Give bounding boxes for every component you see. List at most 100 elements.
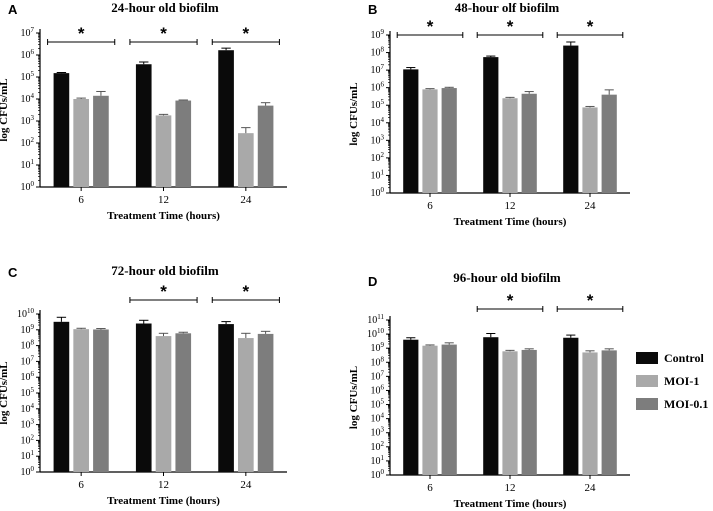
bar-moi-1 xyxy=(155,115,172,187)
y-tick-label: 109 xyxy=(371,28,385,41)
bar-control xyxy=(403,69,419,193)
significance-star: * xyxy=(243,282,250,301)
x-tick-label: 12 xyxy=(158,479,169,491)
chart-title: 48-hour olf biofilm xyxy=(455,0,560,15)
y-tick-label: 104 xyxy=(21,402,35,415)
legend-swatch xyxy=(636,352,658,364)
bar-moi-1 xyxy=(502,98,518,193)
bar-control xyxy=(218,50,234,187)
bar-moi-0-1 xyxy=(521,93,537,193)
y-tick-label: 103 xyxy=(21,114,35,127)
bar-control xyxy=(403,339,419,475)
x-tick-label: 12 xyxy=(505,482,516,494)
bar-moi-1 xyxy=(73,99,89,187)
y-tick-label: 101 xyxy=(371,168,385,181)
y-tick-label: 1010 xyxy=(367,327,385,340)
y-tick-label: 104 xyxy=(21,92,35,105)
y-tick-label: 102 xyxy=(371,151,385,164)
bar-moi-0-1 xyxy=(257,105,274,187)
bar-moi-0-1 xyxy=(175,333,192,472)
legend-label: Control xyxy=(664,351,704,365)
y-tick-label: 107 xyxy=(21,26,35,39)
y-tick-label: 106 xyxy=(371,81,385,94)
x-axis-label: Treatment Time (hours) xyxy=(454,498,567,510)
significance-star: * xyxy=(160,282,167,301)
significance-star: * xyxy=(587,291,594,310)
x-tick-label: 12 xyxy=(158,194,169,206)
bar-control xyxy=(563,45,579,194)
y-tick-label: 101 xyxy=(21,158,35,171)
y-tick-label: 105 xyxy=(21,386,35,399)
y-tick-label: 106 xyxy=(371,383,385,396)
x-tick-label: 6 xyxy=(427,482,433,494)
y-axis-label: log CFUs/mL xyxy=(348,82,360,145)
y-tick-label: 109 xyxy=(371,341,385,354)
legend-label: MOI-0.1 xyxy=(664,397,708,411)
x-tick-label: 6 xyxy=(427,200,433,212)
chart-panel-c: C 72-hour old biofilm 100 101 102 103 104 105 10… xyxy=(0,263,287,507)
bar-moi-1 xyxy=(73,329,89,472)
legend: Control MOI-1 MOI-0.1 xyxy=(636,351,708,411)
chart-title: 72-hour old biofilm xyxy=(111,263,219,278)
bar-moi-0-1 xyxy=(601,350,617,475)
y-tick-label: 108 xyxy=(371,46,385,59)
x-axis-label: Treatment Time (hours) xyxy=(454,216,567,228)
y-tick-label: 100 xyxy=(21,465,35,478)
y-tick-label: 1010 xyxy=(17,307,35,320)
panel-label: A xyxy=(8,2,18,17)
bar-moi-0-1 xyxy=(93,95,109,187)
y-tick-label: 109 xyxy=(21,323,35,336)
chart-title: 96-hour old biofilm xyxy=(453,270,561,285)
bar-control xyxy=(563,337,579,475)
bar-moi-1 xyxy=(582,352,598,475)
panel-label: C xyxy=(8,265,18,280)
panel-label: B xyxy=(368,2,377,17)
bar-control xyxy=(53,321,70,472)
y-tick-label: 106 xyxy=(21,48,35,61)
y-tick-label: 101 xyxy=(371,454,385,467)
y-tick-label: 105 xyxy=(371,98,385,111)
chart-title: 24-hour old biofilm xyxy=(111,0,219,15)
y-tick-label: 108 xyxy=(21,339,35,352)
bar-control xyxy=(53,73,70,187)
significance-star: * xyxy=(243,24,250,43)
x-axis-label: Treatment Time (hours) xyxy=(107,210,220,222)
bar-moi-1 xyxy=(155,336,172,472)
y-axis-label: log CFUs/mL xyxy=(0,78,10,141)
y-tick-label: 103 xyxy=(371,426,385,439)
y-tick-label: 104 xyxy=(371,116,385,129)
x-tick-label: 6 xyxy=(78,194,84,206)
chart-panel-a: A 24-hour old biofilm 100 101 102 103 104 105 10… xyxy=(0,0,287,222)
y-tick-label: 107 xyxy=(21,354,35,367)
y-tick-label: 106 xyxy=(21,370,35,383)
y-tick-label: 100 xyxy=(371,186,385,199)
x-axis-label: Treatment Time (hours) xyxy=(107,495,220,507)
bar-control xyxy=(483,337,499,475)
x-tick-label: 24 xyxy=(240,479,252,491)
y-tick-label: 1011 xyxy=(367,313,384,326)
y-tick-label: 107 xyxy=(371,369,385,382)
bar-moi-0-1 xyxy=(601,94,617,193)
bar-moi-1 xyxy=(238,338,254,472)
y-axis-label: log CFUs/mL xyxy=(348,366,360,429)
legend-swatch xyxy=(636,398,658,410)
significance-star: * xyxy=(427,17,434,36)
bar-moi-0-1 xyxy=(175,100,192,187)
y-tick-label: 100 xyxy=(371,468,385,481)
y-tick-label: 103 xyxy=(21,418,35,431)
x-tick-label: 24 xyxy=(585,200,597,212)
x-tick-label: 12 xyxy=(505,200,516,212)
significance-star: * xyxy=(507,291,514,310)
x-tick-label: 6 xyxy=(78,479,84,491)
y-tick-label: 105 xyxy=(21,70,35,83)
bar-control xyxy=(135,64,152,187)
chart-panel-b: B 48-hour olf biofilm 100 101 102 103 104 105 10… xyxy=(348,0,630,228)
bar-control xyxy=(483,57,499,193)
y-tick-label: 103 xyxy=(371,133,385,146)
significance-star: * xyxy=(507,17,514,36)
y-tick-label: 104 xyxy=(371,412,385,425)
y-tick-label: 102 xyxy=(371,440,385,453)
y-tick-label: 102 xyxy=(21,136,35,149)
